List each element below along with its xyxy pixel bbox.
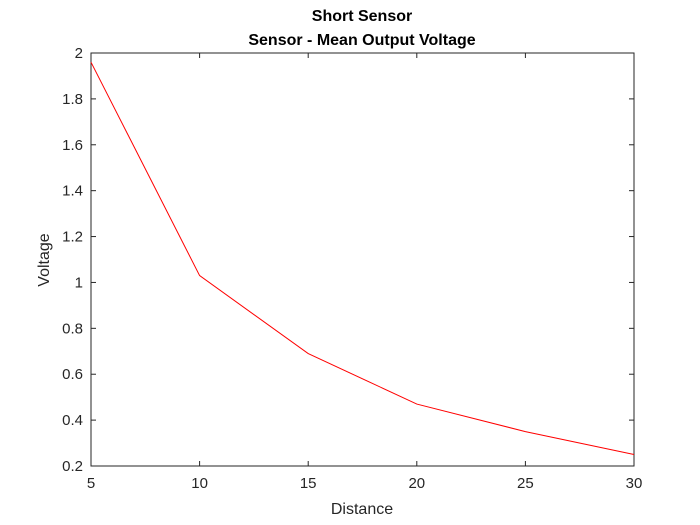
y-tick-label: 0.6: [62, 366, 83, 383]
series-group: [90, 61, 635, 456]
y-tick-label: 1.6: [62, 137, 83, 154]
y-tick-label: 1: [75, 274, 83, 291]
y-tick-label: 2: [75, 45, 83, 62]
tick-labels: 5 10 15 20 25 30 0.2 0.4 0.6 0.8 1 1.2 1.4 1.6 1.8 2: [62, 45, 642, 492]
y-tick-label: 1.8: [62, 91, 83, 108]
y-tick-label: 1.4: [62, 183, 83, 200]
y-axis-label: Voltage: [36, 233, 53, 286]
x-tick-label: 15: [300, 475, 317, 492]
y-tick-label: 0.2: [62, 458, 83, 475]
series-line: [90, 61, 635, 456]
x-tick-label: 10: [191, 475, 208, 492]
y-tick-label: 0.4: [62, 412, 83, 429]
x-tick-label: 25: [517, 475, 534, 492]
chart-title: Short Sensor: [312, 8, 412, 25]
x-axis-label: Distance: [331, 501, 393, 518]
x-tick-label: 30: [626, 475, 643, 492]
y-tick-label: 0.8: [62, 320, 83, 337]
plot-area: [90, 52, 635, 467]
x-tick-label: 5: [87, 475, 95, 492]
tick-marks: [90, 52, 635, 467]
y-tick-label: 1.2: [62, 229, 83, 246]
x-tick-label: 20: [408, 475, 425, 492]
chart-subtitle: Sensor - Mean Output Voltage: [248, 32, 475, 49]
